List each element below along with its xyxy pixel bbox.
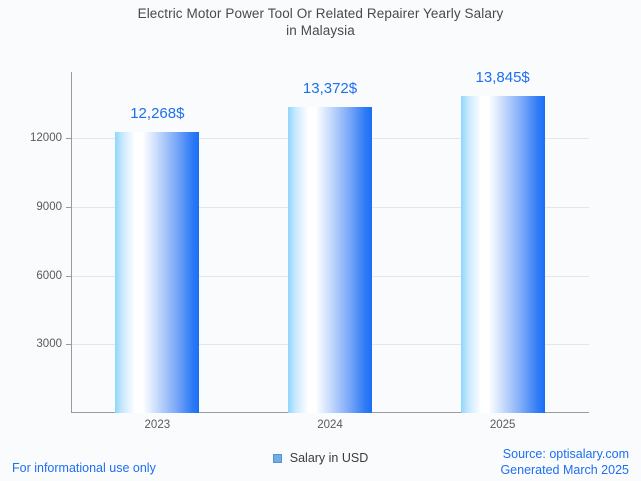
bar-slot: 13,845$: [460, 69, 545, 413]
x-axis-label-2023: 2023: [144, 419, 171, 431]
bar-slot: 13,372$: [288, 72, 372, 413]
bar-slot: 12,268$: [115, 72, 200, 413]
plot-area: 3000 6000 9000 12000 12,268$ 13,372$ 13,845$: [30, 69, 589, 413]
source-block: Source: optisalary.com Generated March 2…: [500, 446, 629, 478]
generated-text: Generated March 2025: [500, 463, 629, 477]
bar-2024[interactable]: [288, 106, 372, 413]
bar-value-label: 13,372$: [302, 79, 358, 97]
legend-item-label: Salary in USD: [289, 451, 369, 465]
bar-2025[interactable]: [460, 96, 545, 413]
y-tick-label: 9000: [36, 201, 62, 214]
bar-value-label: 13,845$: [475, 69, 530, 87]
y-tick-label: 6000: [36, 269, 62, 282]
bar-2023[interactable]: [115, 132, 200, 413]
y-tick-mark: [66, 344, 71, 346]
chart-title: Electric Motor Power Tool Or Related Rep…: [0, 5, 641, 39]
chart-title-line-1: Electric Motor Power Tool Or Related Rep…: [137, 6, 504, 21]
legend-swatch-icon: [272, 453, 282, 463]
y-tick-mark: [66, 207, 71, 209]
source-text: Source: optisalary.com: [502, 447, 629, 461]
y-tick-mark: [66, 138, 71, 140]
disclaimer-text: For informational use only: [12, 461, 156, 475]
chart-legend: Salary in USD: [0, 451, 641, 465]
y-tick-label: 12000: [30, 132, 62, 145]
y-tick-label: 3000: [36, 338, 62, 351]
y-axis-line: [71, 72, 72, 413]
x-axis-label-2024: 2024: [317, 419, 343, 431]
bar-value-label: 12,268$: [130, 105, 185, 123]
x-axis-label-2025: 2025: [489, 419, 516, 431]
chart-title-line-2: in Malaysia: [286, 23, 355, 38]
bar-series: 12,268$ 13,372$ 13,845$: [71, 69, 589, 413]
y-tick-mark: [66, 275, 71, 277]
